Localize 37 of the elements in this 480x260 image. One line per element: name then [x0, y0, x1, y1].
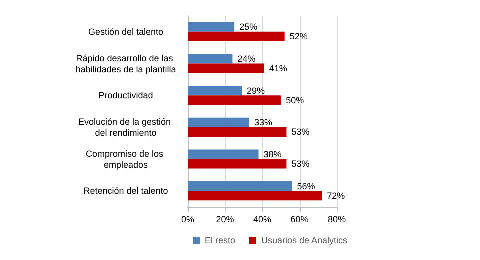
bar [188, 32, 285, 42]
bar [188, 96, 282, 106]
data-label: 29% [247, 86, 266, 96]
legend-label: El resto [205, 236, 236, 246]
y-tick-label: Productividad [98, 90, 154, 101]
x-tick-label: 20% [216, 214, 234, 224]
data-label: 53% [292, 159, 310, 170]
data-label: 72% [327, 190, 346, 201]
bar [188, 22, 235, 32]
bar [188, 86, 242, 96]
data-label: 24% [238, 54, 256, 64]
bar [188, 182, 292, 192]
bar [188, 118, 250, 128]
y-tick-label: Evolución de la gestión del rendimiento [78, 116, 174, 138]
y-tick-label: Rápido desarrollo de las habilidades de la plantilla [76, 53, 176, 74]
data-label: 52% [290, 32, 308, 42]
data-label: 41% [269, 64, 288, 74]
data-label: 53% [292, 127, 310, 138]
x-tick-label: 40% [253, 214, 272, 224]
y-tick-label: Gestión del talento [88, 26, 164, 37]
bar [188, 159, 287, 169]
data-label: 50% [286, 95, 304, 106]
data-label: 25% [240, 22, 258, 32]
legend-label: Usuarios de Analytics [262, 236, 348, 246]
y-tick-label: Compromiso de los empleados [86, 148, 166, 170]
bar [188, 64, 264, 74]
data-label: 56% [297, 181, 316, 192]
x-tick-label: 60% [290, 214, 309, 224]
bar [188, 127, 287, 137]
data-label: 33% [254, 118, 272, 128]
x-tick-label: 80% [328, 214, 346, 224]
y-tick-label: Retención del talento [84, 186, 168, 196]
x-tick-label: 0% [181, 214, 195, 224]
data-label: 38% [264, 149, 282, 160]
bar [188, 150, 259, 160]
bar [188, 54, 233, 64]
bar [188, 191, 322, 201]
